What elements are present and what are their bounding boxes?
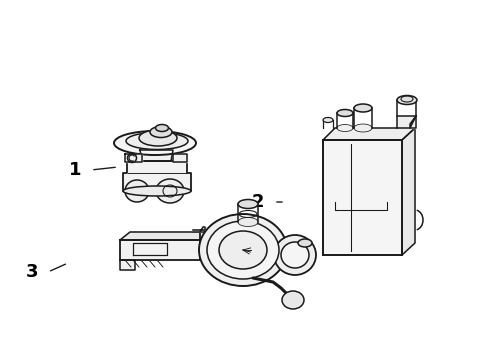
Polygon shape xyxy=(125,154,142,162)
Text: 3: 3 xyxy=(26,263,38,281)
Polygon shape xyxy=(120,232,210,240)
Polygon shape xyxy=(140,150,173,161)
Ellipse shape xyxy=(150,126,172,138)
Polygon shape xyxy=(410,116,416,128)
Ellipse shape xyxy=(323,117,333,122)
Polygon shape xyxy=(323,128,415,140)
Ellipse shape xyxy=(199,214,287,286)
Ellipse shape xyxy=(282,291,304,309)
Ellipse shape xyxy=(126,132,188,149)
Ellipse shape xyxy=(281,242,309,268)
Ellipse shape xyxy=(114,131,196,155)
Polygon shape xyxy=(120,260,135,270)
Text: 2: 2 xyxy=(252,193,264,211)
Ellipse shape xyxy=(155,125,169,131)
Ellipse shape xyxy=(337,109,353,117)
Ellipse shape xyxy=(397,95,417,104)
Ellipse shape xyxy=(354,124,372,132)
Polygon shape xyxy=(120,230,205,260)
Polygon shape xyxy=(397,116,416,128)
Polygon shape xyxy=(323,140,402,255)
Ellipse shape xyxy=(139,130,177,146)
Polygon shape xyxy=(173,154,187,162)
Polygon shape xyxy=(193,227,205,232)
Polygon shape xyxy=(123,161,191,191)
Ellipse shape xyxy=(125,180,149,202)
Ellipse shape xyxy=(123,186,191,196)
Ellipse shape xyxy=(238,217,258,226)
Polygon shape xyxy=(402,128,415,255)
Ellipse shape xyxy=(337,125,353,131)
Ellipse shape xyxy=(156,179,184,203)
Ellipse shape xyxy=(238,199,258,208)
Ellipse shape xyxy=(354,104,372,112)
Text: 1: 1 xyxy=(69,161,81,179)
Ellipse shape xyxy=(298,239,312,247)
Ellipse shape xyxy=(207,221,279,279)
Ellipse shape xyxy=(219,231,267,269)
Ellipse shape xyxy=(274,235,316,275)
